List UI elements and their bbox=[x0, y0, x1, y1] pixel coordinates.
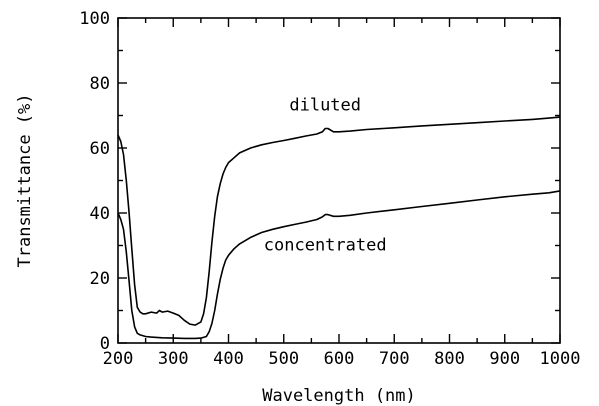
annotation-concentrated: concentrated bbox=[264, 235, 387, 255]
x-tick-label: 600 bbox=[324, 349, 355, 369]
series-lines bbox=[117, 116, 561, 340]
x-tick-label: 400 bbox=[213, 349, 244, 369]
x-axis-label: Wavelength (nm) bbox=[262, 386, 416, 406]
annotations: diluted concentrated bbox=[264, 96, 387, 256]
y-axis-label: Transmittance (%) bbox=[15, 94, 35, 268]
x-tick-label: 700 bbox=[379, 349, 410, 369]
series-line-diluted bbox=[117, 116, 561, 326]
x-tick-label: 900 bbox=[489, 349, 520, 369]
x-tick-label: 1000 bbox=[540, 349, 581, 369]
y-tick-label: 20 bbox=[90, 269, 110, 289]
y-tick-label: 100 bbox=[79, 9, 110, 29]
x-axis-ticks: 200 300 400 500 600 700 800 900 1000 bbox=[103, 18, 581, 369]
y-tick-label: 60 bbox=[90, 139, 110, 159]
annotation-diluted: diluted bbox=[289, 96, 361, 116]
y-axis-ticks: 0 20 40 60 80 100 bbox=[79, 9, 560, 354]
x-tick-label: 300 bbox=[158, 349, 189, 369]
x-tick-label: 500 bbox=[268, 349, 299, 369]
series-line-concentrated bbox=[117, 190, 561, 340]
y-tick-label: 0 bbox=[100, 334, 110, 354]
x-tick-label: 800 bbox=[434, 349, 465, 369]
plot-frame bbox=[117, 17, 561, 344]
x-tick-label: 200 bbox=[103, 349, 134, 369]
y-tick-label: 40 bbox=[90, 204, 110, 224]
y-tick-label: 80 bbox=[90, 74, 110, 94]
